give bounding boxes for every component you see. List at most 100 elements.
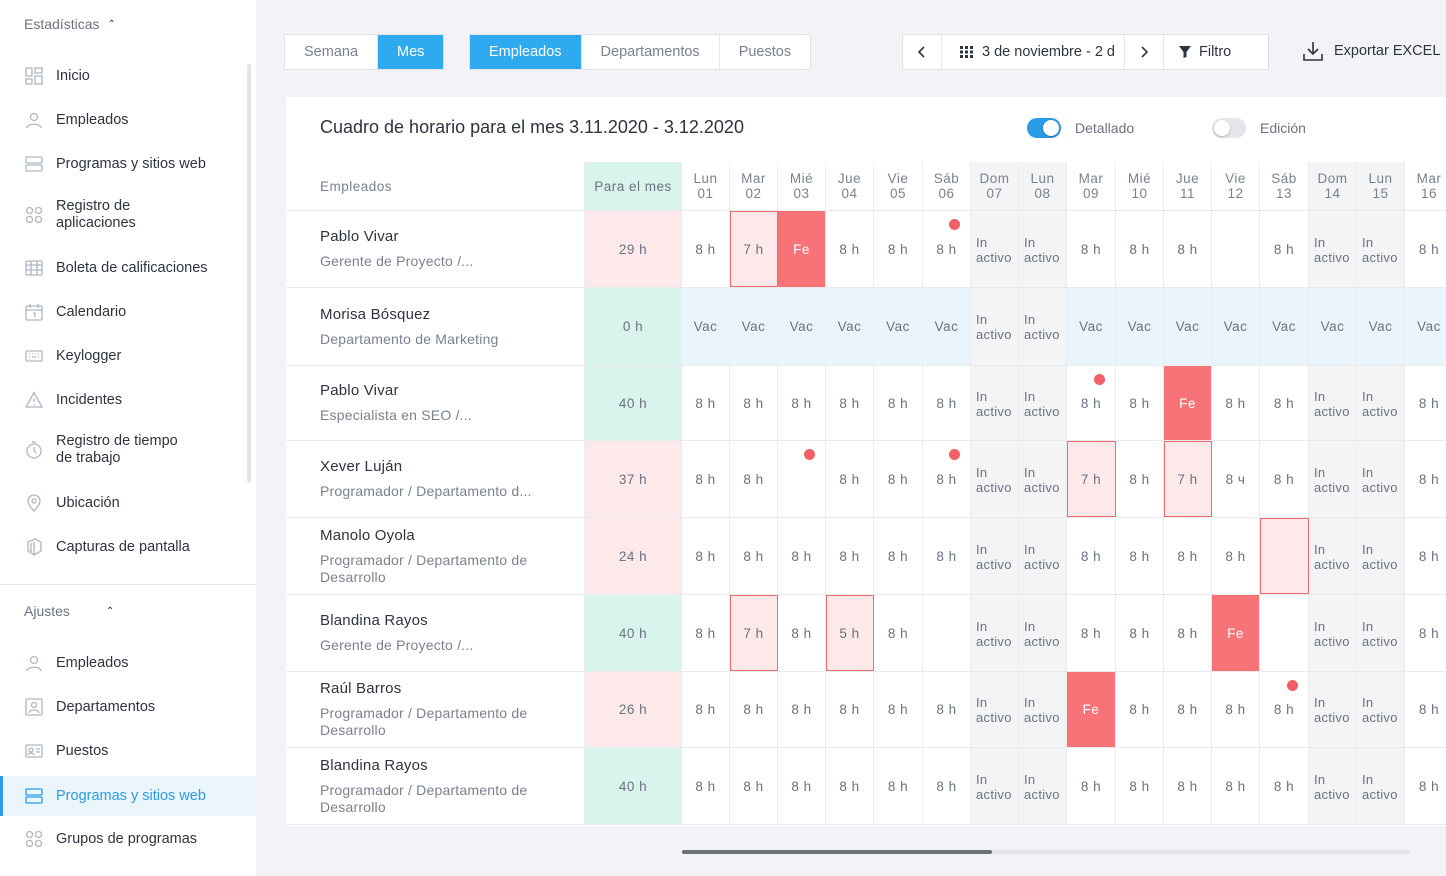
day-cell[interactable]: 8 h	[1116, 748, 1164, 824]
day-cell[interactable]: 8 h	[1260, 672, 1309, 747]
day-cell[interactable]: 8 h	[1212, 518, 1260, 594]
day-cell[interactable]: 8 h	[1260, 748, 1309, 824]
day-cell[interactable]: Vac	[778, 288, 826, 365]
day-cell[interactable]: 8 h	[1164, 518, 1212, 594]
column-header-month-total[interactable]: Para el mes	[585, 162, 682, 210]
day-cell[interactable]: In activo	[1019, 595, 1067, 671]
sidebar-item-dashboard[interactable]: Inicio	[0, 56, 256, 96]
table-row[interactable]: Blandina Rayos Gerente de Proyecto /... 40…	[286, 595, 1446, 672]
day-cell[interactable]: In activo	[1019, 211, 1067, 287]
day-cell[interactable]: 8 h	[1405, 748, 1446, 824]
day-cell[interactable]: 8 h	[1164, 211, 1212, 287]
day-cell[interactable]: In activo	[1357, 748, 1405, 824]
day-cell[interactable]: 8 h	[1164, 595, 1212, 671]
column-header-employees[interactable]: Empleados	[286, 162, 585, 210]
detailed-toggle[interactable]: Detallado	[1027, 118, 1134, 138]
day-cell[interactable]: 8 h	[1212, 748, 1260, 824]
table-row[interactable]: Raúl Barros Programador / Departamento de…	[286, 672, 1446, 748]
day-cell[interactable]: 8 h	[874, 518, 923, 594]
sidebar-item-user[interactable]: Empleados	[0, 100, 256, 140]
day-cell[interactable]: Vac	[1309, 288, 1357, 365]
day-cell[interactable]: 7 h	[1067, 441, 1116, 517]
day-cell[interactable]: In activo	[1309, 672, 1357, 747]
sidebar-item-table[interactable]: Boleta de calificaciones	[0, 248, 256, 288]
day-cell[interactable]: 8 h	[778, 595, 826, 671]
table-row[interactable]: Xever Luján Programador / Departamento d.…	[286, 441, 1446, 518]
day-cell[interactable]: In activo	[971, 518, 1019, 594]
view-positions-button[interactable]: Puestos	[738, 44, 792, 60]
day-cell[interactable]: 8 h	[1212, 672, 1260, 747]
day-cell[interactable]: 8 h	[826, 441, 874, 517]
day-cell[interactable]: In activo	[1357, 441, 1405, 517]
day-cell[interactable]: Vac	[682, 288, 730, 365]
day-cell[interactable]: 8 h	[682, 211, 730, 287]
day-cell[interactable]: Fe	[1067, 672, 1116, 747]
day-cell[interactable]: Vac	[923, 288, 971, 365]
prev-period-button[interactable]	[903, 35, 942, 69]
day-cell[interactable]: In activo	[971, 288, 1019, 365]
day-cell[interactable]: 8 h	[874, 211, 923, 287]
day-cell[interactable]: 8 h	[682, 595, 730, 671]
day-cell[interactable]: 8 h	[1405, 211, 1446, 287]
day-cell[interactable]: 8 h	[1164, 672, 1212, 747]
employee-cell[interactable]: Blandina Rayos Programador / Departamento…	[286, 748, 585, 824]
day-cell[interactable]: In activo	[971, 211, 1019, 287]
day-cell[interactable]	[1212, 211, 1260, 287]
day-cell[interactable]: 8 h	[826, 672, 874, 747]
table-row[interactable]: Morisa Bósquez Departamento de Marketing 0…	[286, 288, 1446, 366]
day-cell[interactable]: In activo	[1309, 366, 1357, 440]
employee-cell[interactable]: Manolo Oyola Programador / Departamento d…	[286, 518, 585, 594]
day-cell[interactable]: 8 h	[1405, 518, 1446, 594]
day-cell[interactable]: 8 h	[826, 366, 874, 440]
day-cell[interactable]: 8 h	[874, 441, 923, 517]
day-cell[interactable]: Vac	[1212, 288, 1260, 365]
detailed-switch[interactable]	[1027, 118, 1061, 138]
column-header-day[interactable]: Vie 12	[1212, 162, 1260, 210]
day-cell[interactable]: 8 h	[682, 748, 730, 824]
day-cell[interactable]: 8 h	[1116, 672, 1164, 747]
export-excel-button[interactable]: Exportar EXCEL	[1302, 40, 1440, 62]
day-cell[interactable]: In activo	[1019, 288, 1067, 365]
day-cell[interactable]: 8 h	[682, 366, 730, 440]
date-range-picker[interactable]: 3 de noviembre - 2 d	[942, 35, 1125, 69]
day-cell[interactable]: Vac	[1260, 288, 1309, 365]
day-cell[interactable]: 8 h	[1116, 366, 1164, 440]
day-cell[interactable]: 8 h	[1067, 366, 1116, 440]
day-cell[interactable]: 8 h	[874, 672, 923, 747]
day-cell[interactable]: 8 h	[1067, 518, 1116, 594]
day-cell[interactable]: 8 h	[923, 518, 971, 594]
table-row[interactable]: Manolo Oyola Programador / Departamento d…	[286, 518, 1446, 595]
day-cell[interactable]: 8 h	[1405, 441, 1446, 517]
day-cell[interactable]: 8 h	[826, 211, 874, 287]
employee-cell[interactable]: Morisa Bósquez Departamento de Marketing	[286, 288, 585, 365]
view-employees-button[interactable]: Empleados	[470, 35, 582, 69]
column-header-day[interactable]: Mié 10	[1116, 162, 1164, 210]
scrollbar-thumb[interactable]	[682, 850, 992, 854]
day-cell[interactable]: Vac	[1405, 288, 1446, 365]
table-row[interactable]: Pablo Vivar Especialista en SEO /... 40 h 8…	[286, 366, 1446, 441]
day-cell[interactable]: 7 h	[730, 595, 778, 671]
day-cell[interactable]: In activo	[1019, 672, 1067, 747]
day-cell[interactable]: 8 h	[778, 366, 826, 440]
day-cell[interactable]: 8 h	[1260, 211, 1309, 287]
day-cell[interactable]: 8 h	[778, 748, 826, 824]
day-cell[interactable]: 8 h	[1116, 211, 1164, 287]
employee-cell[interactable]: Raúl Barros Programador / Departamento de…	[286, 672, 585, 747]
day-cell[interactable]: 8 h	[1116, 595, 1164, 671]
sidebar-item-stopwatch[interactable]: Registro de tiempo de trabajo	[0, 423, 256, 477]
column-header-day[interactable]: Mar 09	[1067, 162, 1116, 210]
day-cell[interactable]: In activo	[1019, 366, 1067, 440]
day-cell[interactable]: 8 h	[682, 518, 730, 594]
day-cell[interactable]: In activo	[1019, 518, 1067, 594]
day-cell[interactable]: In activo	[971, 366, 1019, 440]
sidebar-item-calendar[interactable]: Calendario	[0, 292, 256, 332]
view-departments-button[interactable]: Departamentos	[582, 35, 720, 69]
day-cell[interactable]: 8 h	[874, 595, 923, 671]
sidebar-item-warning[interactable]: Incidentes	[0, 380, 256, 420]
day-cell[interactable]: 8 h	[1405, 672, 1446, 747]
day-cell[interactable]: Vac	[874, 288, 923, 365]
column-header-day[interactable]: Dom 14	[1309, 162, 1357, 210]
day-cell[interactable]: In activo	[1019, 441, 1067, 517]
day-cell[interactable]: 8 h	[1116, 518, 1164, 594]
day-cell[interactable]: 8 h	[874, 366, 923, 440]
